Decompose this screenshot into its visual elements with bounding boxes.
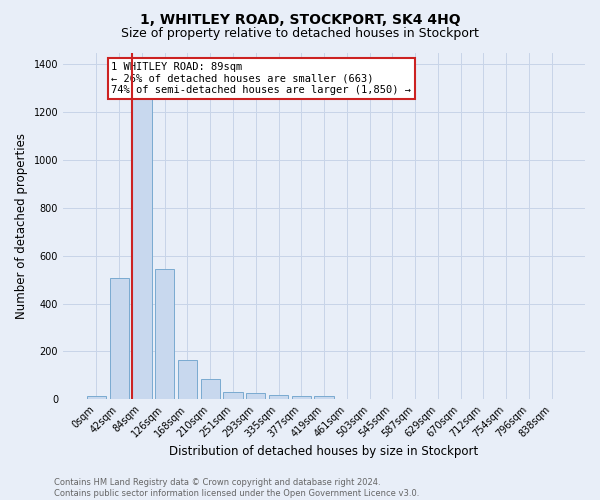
X-axis label: Distribution of detached houses by size in Stockport: Distribution of detached houses by size …	[169, 444, 479, 458]
Bar	[246, 393, 265, 399]
Bar	[110, 278, 129, 399]
Text: 1, WHITLEY ROAD, STOCKPORT, SK4 4HQ: 1, WHITLEY ROAD, STOCKPORT, SK4 4HQ	[140, 12, 460, 26]
Text: Contains HM Land Registry data © Crown copyright and database right 2024.
Contai: Contains HM Land Registry data © Crown c…	[54, 478, 419, 498]
Bar	[155, 269, 175, 399]
Bar	[200, 379, 220, 399]
Bar	[269, 395, 288, 399]
Y-axis label: Number of detached properties: Number of detached properties	[15, 133, 28, 319]
Text: 1 WHITLEY ROAD: 89sqm
← 26% of detached houses are smaller (663)
74% of semi-det: 1 WHITLEY ROAD: 89sqm ← 26% of detached …	[111, 62, 411, 96]
Bar	[132, 79, 152, 399]
Bar	[223, 392, 242, 399]
Bar	[292, 396, 311, 399]
Bar	[314, 396, 334, 399]
Text: Size of property relative to detached houses in Stockport: Size of property relative to detached ho…	[121, 28, 479, 40]
Bar	[87, 396, 106, 399]
Bar	[178, 360, 197, 399]
